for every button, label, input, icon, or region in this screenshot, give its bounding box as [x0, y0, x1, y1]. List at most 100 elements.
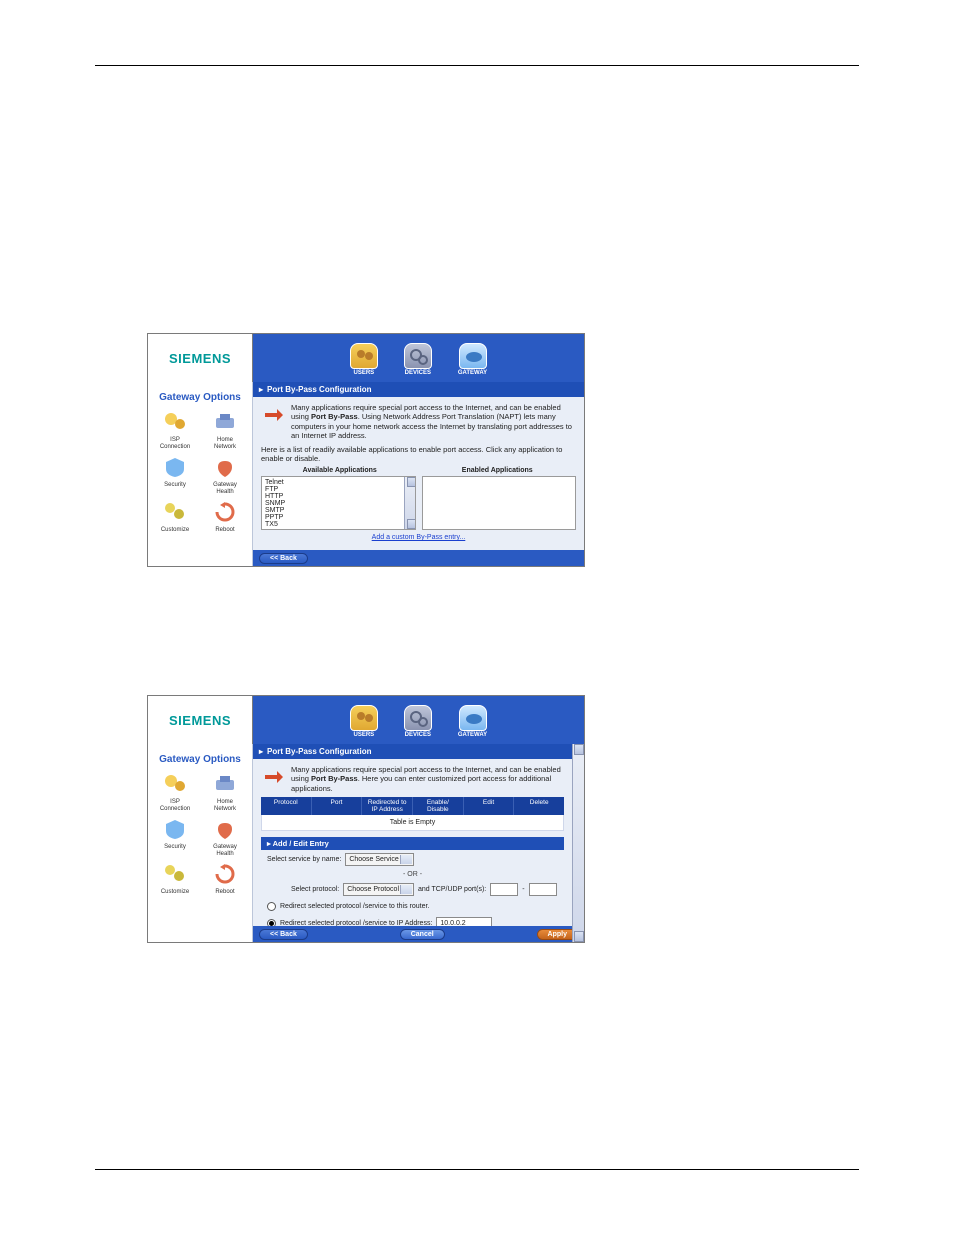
- row-or: - OR -: [261, 869, 564, 880]
- label-select-service: Select service by name:: [267, 856, 341, 863]
- app-item[interactable]: FTP: [265, 486, 412, 493]
- sidebar-label: Security: [164, 844, 186, 851]
- sidebar-title: Gateway Options: [152, 754, 248, 765]
- sidebar-label: Security: [164, 482, 186, 489]
- sidebar-label: Reboot: [215, 889, 234, 896]
- home-icon: [211, 771, 239, 797]
- window-body: Gateway Options ISPConnection HomeNetwor…: [148, 382, 584, 566]
- th-delete: Delete: [514, 797, 564, 815]
- sidebar-item-security[interactable]: Security: [152, 816, 198, 857]
- sidebar-label: Customize: [161, 889, 189, 896]
- scroll-up-icon[interactable]: [574, 744, 584, 755]
- sidebar-label: ISPConnection: [160, 799, 190, 812]
- health-icon: [211, 454, 239, 480]
- sidebar-item-isp[interactable]: ISPConnection: [152, 409, 198, 450]
- sidebar-label: Reboot: [215, 527, 234, 534]
- siemens-logo: SIEMENS: [148, 334, 253, 382]
- input-port-to[interactable]: [529, 883, 557, 896]
- devices-icon: [404, 705, 432, 731]
- footer-rule: [95, 1169, 859, 1170]
- panel-title: Port By-Pass Configuration: [267, 385, 371, 394]
- panel-titlebar: ▸ Port By-Pass Configuration: [253, 382, 584, 397]
- label-radio-router: Redirect selected protocol /service to t…: [280, 903, 429, 910]
- nav-users[interactable]: USERS: [350, 343, 378, 376]
- sidebar-label: GatewayHealth: [213, 844, 237, 857]
- sidebar-item-health[interactable]: GatewayHealth: [202, 454, 248, 495]
- app-item[interactable]: Telnet: [265, 479, 412, 486]
- sidebar-item-health[interactable]: GatewayHealth: [202, 816, 248, 857]
- arrows-icon: [261, 765, 285, 789]
- siemens-logo: SIEMENS: [148, 696, 253, 744]
- top-nav: SIEMENS USERS DEVICES: [148, 334, 584, 382]
- enabled-apps-listbox[interactable]: [422, 476, 577, 530]
- sidebar-item-isp[interactable]: ISPConnection: [152, 771, 198, 812]
- sidebar-label: GatewayHealth: [213, 482, 237, 495]
- users-icon: [350, 343, 378, 369]
- app-item[interactable]: SMTP: [265, 507, 412, 514]
- reboot-icon: [211, 861, 239, 887]
- nav-users[interactable]: USERS: [350, 705, 378, 738]
- cancel-button[interactable]: Cancel: [400, 929, 445, 940]
- sidebar: Gateway Options ISPConnection HomeNetwor…: [148, 744, 253, 942]
- scroll-down-icon[interactable]: [574, 931, 584, 942]
- app-item[interactable]: TX5: [265, 521, 412, 528]
- nav-gateway[interactable]: GATEWAY: [458, 343, 487, 376]
- col-available: Available Applications: [261, 467, 419, 474]
- sidebar-item-security[interactable]: Security: [152, 454, 198, 495]
- main-panel: ▸ Port By-Pass Configuration Many applic…: [253, 744, 584, 942]
- footer-bar: << Back Cancel Apply: [253, 926, 584, 942]
- sidebar-item-customize[interactable]: Customize: [152, 861, 198, 896]
- add-custom-link[interactable]: Add a custom By-Pass entry...: [261, 534, 576, 541]
- panel-body: Many applications require special port a…: [253, 397, 584, 545]
- nav-gateway[interactable]: GATEWAY: [458, 705, 487, 738]
- nav-devices[interactable]: DEVICES: [404, 343, 432, 376]
- titlebar-icon: ▸: [259, 385, 263, 394]
- reboot-icon: [211, 499, 239, 525]
- sidebar-item-reboot[interactable]: Reboot: [202, 861, 248, 896]
- security-icon: [161, 816, 189, 842]
- vertical-scrollbar[interactable]: [572, 744, 584, 942]
- input-port-from[interactable]: [490, 883, 518, 896]
- row-select-protocol: Select protocol: Choose Protocol and TCP…: [261, 880, 564, 899]
- label-and-ports: and TCP/UDP port(s):: [418, 886, 486, 893]
- select-service[interactable]: Choose Service: [345, 853, 413, 866]
- sidebar-title: Gateway Options: [152, 392, 248, 403]
- window-body: Gateway Options ISPConnection HomeNetwor…: [148, 744, 584, 942]
- list-headers: Available Applications Enabled Applicati…: [261, 467, 576, 474]
- nav-users-label: USERS: [353, 370, 374, 376]
- label-dash: -: [522, 886, 524, 893]
- select-protocol[interactable]: Choose Protocol: [343, 883, 414, 896]
- sidebar-item-customize[interactable]: Customize: [152, 499, 198, 534]
- sidebar-label: HomeNetwork: [214, 799, 236, 812]
- customize-icon: [161, 861, 189, 887]
- app-item[interactable]: SNMP: [265, 500, 412, 507]
- radio-to-router[interactable]: [267, 902, 276, 911]
- scrollbar[interactable]: [404, 477, 415, 529]
- th-redirect: Redirected toIP Address: [362, 797, 413, 815]
- nav-gateway-label: GATEWAY: [458, 732, 487, 738]
- sidebar-item-home[interactable]: HomeNetwork: [202, 409, 248, 450]
- label-select-protocol: Select protocol:: [291, 886, 339, 893]
- devices-icon: [404, 343, 432, 369]
- sidebar-grid: ISPConnection HomeNetwork Security Gatew…: [152, 771, 248, 896]
- intro-text: Many applications require special port a…: [291, 765, 564, 793]
- health-icon: [211, 816, 239, 842]
- users-icon: [350, 705, 378, 731]
- sidebar-item-home[interactable]: HomeNetwork: [202, 771, 248, 812]
- sub-text: Here is a list of readily available appl…: [261, 445, 576, 464]
- available-apps-listbox[interactable]: Telnet FTP HTTP SNMP SMTP PPTP TX5: [261, 476, 416, 530]
- sidebar-item-reboot[interactable]: Reboot: [202, 499, 248, 534]
- app-item[interactable]: PPTP: [265, 514, 412, 521]
- screenshot-port-bypass-list: SIEMENS USERS DEVICES: [147, 333, 585, 567]
- top-nav: SIEMENS USERS DEVICES GATEWAY: [148, 696, 584, 744]
- back-button[interactable]: << Back: [259, 929, 308, 940]
- back-button[interactable]: << Back: [259, 553, 308, 564]
- nav-devices[interactable]: DEVICES: [404, 705, 432, 738]
- sidebar-label: ISPConnection: [160, 437, 190, 450]
- row-select-service: Select service by name: Choose Service: [261, 850, 564, 869]
- nav-devices-label: DEVICES: [405, 732, 431, 738]
- sidebar-label: Customize: [161, 527, 189, 534]
- app-item[interactable]: HTTP: [265, 493, 412, 500]
- main-panel: ▸ Port By-Pass Configuration Many applic…: [253, 382, 584, 566]
- customize-icon: [161, 499, 189, 525]
